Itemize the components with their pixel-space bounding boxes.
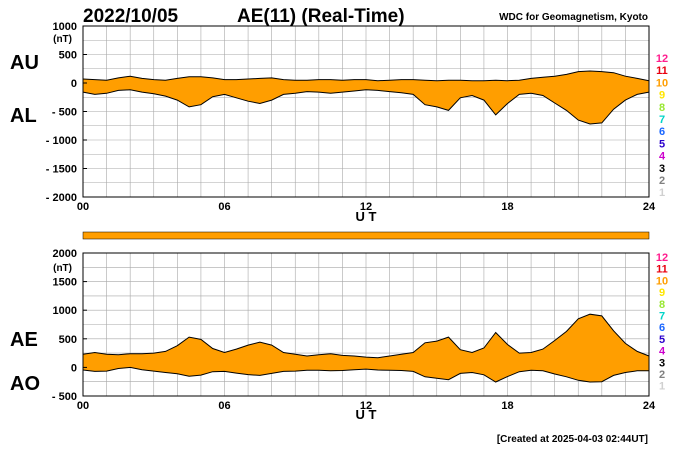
ae-ao-unit-label: (nT) (53, 263, 72, 274)
series-line-au (82, 70, 650, 82)
station-legend-entry: 7 (659, 114, 665, 126)
station-legend-entry: 10 (656, 275, 668, 287)
data-coverage-bar (82, 231, 650, 240)
au-al-x-tick-label: 12 (360, 201, 372, 213)
station-legend-entry: 8 (659, 102, 665, 114)
au-al-y-tick-label: - 500 (52, 107, 77, 119)
ae-ao-plot-frame (82, 252, 650, 397)
ae-label: AE (10, 329, 38, 351)
series-line-ae (82, 313, 650, 359)
station-legend-entry: 4 (659, 151, 666, 163)
ae-ao-x-ticks: 00 06 12 18 24 (77, 400, 656, 412)
chart-date: 2022/10/05 (83, 6, 179, 27)
au-al-envelope (82, 70, 650, 125)
station-legend-entry: 3 (659, 163, 665, 175)
data-source-label: WDC for Geomagnetism, Kyoto (499, 12, 648, 23)
au-al-y-tick-label: 1000 (53, 21, 77, 33)
ae-ao-envelope (82, 313, 650, 383)
ae-ao-y-tick-label: 1000 (53, 305, 77, 317)
ae-ao-x-tick-label: 06 (218, 400, 230, 412)
ae-ao-x-tick-label: 18 (501, 400, 513, 412)
station-legend-entry: 1 (659, 187, 665, 199)
station-legend-entry: 11 (656, 264, 668, 276)
ae-ao-x-axis-label: U T (356, 407, 377, 422)
series-line-al (82, 89, 650, 125)
chart-title: AE(11) (Real-Time) (237, 6, 405, 27)
au-al-x-tick-label: 00 (77, 201, 89, 213)
ae-ao-y-tick-label: 2000 (53, 248, 77, 260)
al-label: AL (10, 105, 37, 127)
station-legend-entry: 4 (659, 346, 666, 358)
ae-ao-y-tick-label: - 500 (52, 391, 77, 403)
created-timestamp: [Created at 2025-04-03 02:44UT] (497, 434, 648, 445)
station-legend-entry: 10 (656, 77, 668, 89)
ae-ao-envelope-fill (83, 314, 649, 382)
ae-ao-x-tick-label: 12 (360, 400, 372, 412)
station-legend-entry: 9 (659, 90, 665, 102)
station-legend-entry: 5 (659, 138, 665, 150)
station-legend-entry: 1 (659, 381, 665, 393)
series-line-ao (82, 366, 649, 383)
au-al-unit-label: (nT) (53, 34, 72, 45)
station-legend-entry: 11 (656, 65, 668, 77)
ae-ao-y-tick-label: 1500 (53, 277, 77, 289)
au-al-y-tick-label: - 1500 (46, 164, 77, 176)
au-al-x-tick-label: 06 (218, 201, 230, 213)
au-al-y-tick-label: 0 (71, 78, 77, 90)
au-al-grid (83, 26, 649, 197)
ae-ao-y-tick-label: 500 (59, 334, 77, 346)
station-legend-entry: 2 (659, 369, 665, 381)
au-al-x-axis-label: U T (356, 209, 377, 224)
ae-ao-y-ticks: 2000 1500 1000 500 0 - 500 (52, 248, 87, 403)
station-legend-entry: 8 (659, 299, 665, 311)
au-al-x-tick-label: 24 (643, 201, 656, 213)
au-al-x-tick-label: 18 (501, 201, 513, 213)
au-al-y-tick-label: - 2000 (46, 192, 77, 204)
au-al-envelope-fill (83, 71, 649, 124)
station-legend-entry: 7 (659, 311, 665, 323)
ao-label: AO (10, 373, 40, 395)
ae-ao-y-tick-label: 0 (71, 362, 77, 374)
ae-ao-x-tick-label: 24 (643, 400, 656, 412)
station-legend-entry: 2 (659, 175, 665, 187)
au-al-y-tick-label: - 1000 (46, 135, 77, 147)
station-legend-entry: 6 (659, 322, 665, 334)
au-al-y-tick-label: 500 (59, 50, 77, 62)
station-legend-entry: 6 (659, 126, 665, 138)
au-al-y-ticks: 1000 500 0 - 500 - 1000 - 1500 - 2000 (46, 21, 87, 204)
ae-ao-x-tick-label: 00 (77, 400, 89, 412)
au-al-x-ticks: 00 06 12 18 24 (77, 201, 656, 213)
station-legend-entry: 12 (656, 53, 668, 65)
station-legend-entry: 5 (659, 334, 665, 346)
station-legend-entry: 9 (659, 287, 665, 299)
station-legend-entry: 3 (659, 357, 665, 369)
station-legend-entry: 12 (656, 252, 668, 264)
au-label: AU (10, 52, 39, 74)
